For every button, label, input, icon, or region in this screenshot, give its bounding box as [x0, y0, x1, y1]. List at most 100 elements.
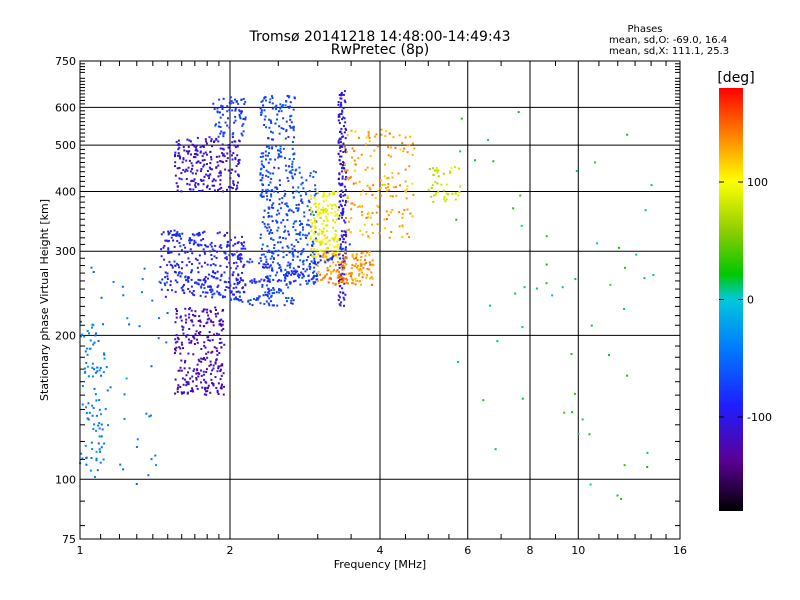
data-point — [164, 276, 167, 279]
data-point — [307, 232, 310, 235]
data-point — [350, 208, 353, 211]
data-point — [174, 378, 177, 381]
data-point — [89, 347, 92, 350]
data-point — [83, 371, 86, 374]
data-point — [340, 279, 343, 282]
data-point — [270, 122, 273, 125]
data-point — [274, 105, 277, 108]
data-point — [198, 254, 201, 257]
data-point — [435, 192, 438, 195]
data-point — [308, 190, 311, 193]
data-point — [231, 141, 234, 144]
data-point — [260, 278, 263, 281]
data-point — [103, 357, 106, 360]
data-point — [220, 374, 223, 377]
data-point — [285, 271, 288, 274]
data-point — [177, 139, 180, 142]
data-point — [176, 336, 179, 339]
x-tick-label: 2 — [227, 544, 234, 557]
data-point — [136, 438, 139, 441]
data-point — [314, 205, 317, 208]
data-point — [354, 277, 357, 280]
data-point — [199, 331, 202, 334]
data-point — [455, 218, 458, 221]
data-point — [188, 239, 191, 242]
data-point — [271, 204, 274, 207]
data-point — [238, 280, 241, 283]
data-point — [329, 203, 332, 206]
data-point — [617, 246, 620, 249]
data-point — [340, 155, 343, 158]
data-point — [334, 214, 337, 217]
data-point — [233, 121, 236, 124]
data-point — [368, 236, 371, 239]
data-point — [204, 346, 207, 349]
data-point — [340, 205, 343, 208]
data-point — [220, 341, 223, 344]
data-point — [371, 277, 374, 280]
data-point — [309, 254, 312, 257]
data-point — [200, 360, 203, 363]
data-point — [337, 217, 340, 220]
data-point — [272, 172, 275, 175]
data-point — [370, 271, 373, 274]
data-point — [311, 224, 314, 227]
data-point — [280, 127, 283, 130]
data-point — [367, 211, 370, 214]
data-point — [288, 281, 291, 284]
data-point — [81, 333, 84, 336]
data-point — [643, 277, 646, 280]
data-point — [184, 251, 187, 254]
data-point — [180, 178, 183, 181]
data-point — [98, 427, 101, 430]
data-point — [294, 272, 297, 275]
data-point — [338, 183, 341, 186]
data-point — [365, 276, 368, 279]
data-point — [315, 278, 318, 281]
data-point — [370, 276, 373, 279]
data-point — [198, 360, 201, 363]
data-point — [261, 183, 264, 186]
data-point — [85, 411, 88, 414]
data-point — [345, 171, 348, 174]
data-point — [211, 369, 214, 372]
data-point — [322, 249, 325, 252]
data-point — [176, 240, 179, 243]
data-point — [376, 204, 379, 207]
data-point — [340, 132, 343, 135]
data-point — [214, 264, 217, 267]
data-point — [206, 308, 209, 311]
data-point — [277, 254, 280, 257]
data-point — [208, 187, 211, 190]
data-point — [266, 266, 269, 269]
data-point — [339, 130, 342, 133]
data-point — [411, 215, 414, 218]
data-point — [287, 230, 290, 233]
data-point — [271, 96, 274, 99]
data-point — [264, 291, 267, 294]
data-point — [341, 247, 344, 250]
data-point — [295, 207, 298, 210]
data-point — [331, 253, 334, 256]
data-point — [337, 249, 340, 252]
data-point — [368, 186, 371, 189]
data-point — [405, 197, 408, 200]
data-point — [212, 271, 215, 274]
data-point — [92, 428, 95, 431]
data-point — [209, 363, 212, 366]
data-point — [99, 450, 102, 453]
data-point — [317, 233, 320, 236]
data-point — [216, 286, 219, 289]
data-point — [231, 158, 234, 161]
data-point — [163, 258, 166, 261]
data-point — [241, 134, 244, 137]
data-point — [196, 160, 199, 163]
data-point — [216, 312, 219, 315]
data-point — [221, 309, 224, 312]
data-point — [397, 172, 400, 175]
data-point — [188, 242, 191, 245]
data-point — [443, 195, 446, 198]
data-point — [194, 257, 197, 260]
data-point — [324, 254, 327, 257]
data-point — [340, 112, 343, 115]
